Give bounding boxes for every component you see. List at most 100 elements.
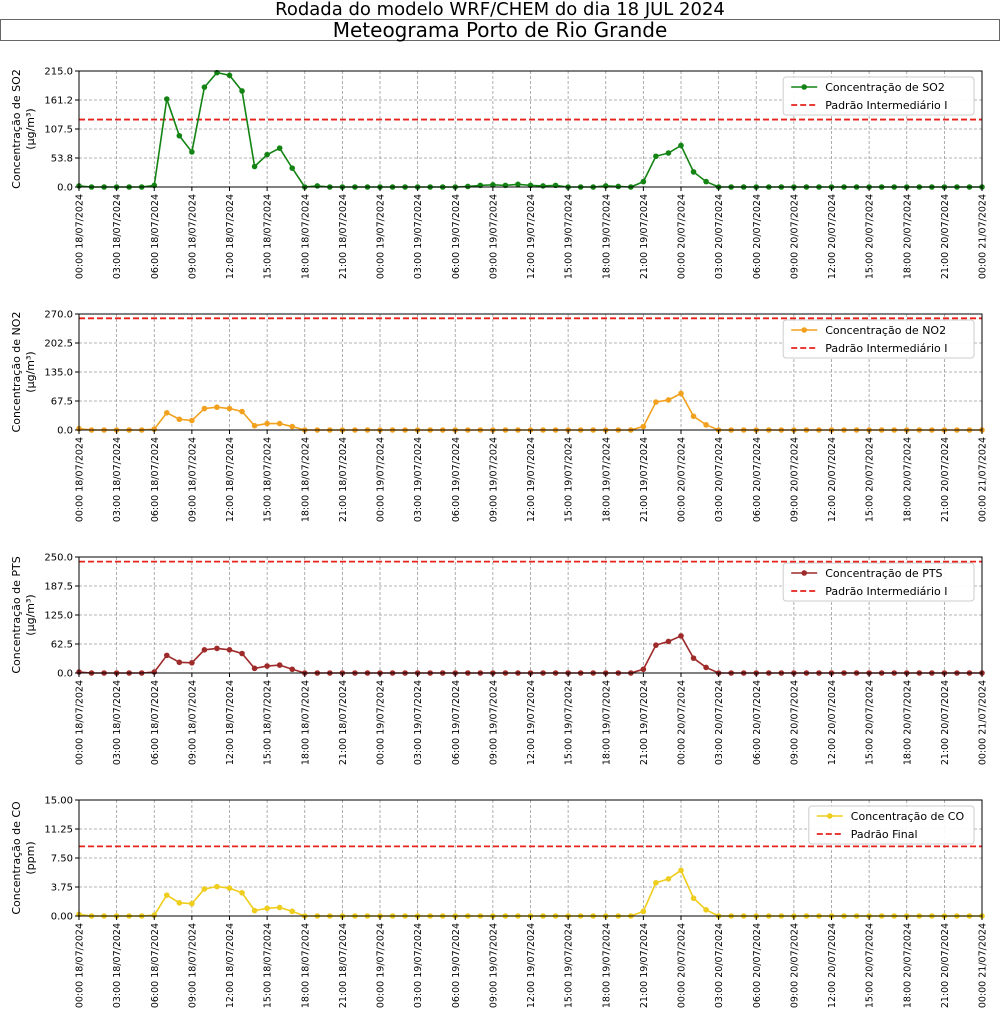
y-axis-label: Concentração de NO2 [10,312,23,433]
x-tick-label: 21:00 18/07/2024 [338,194,349,279]
x-tick-label: 06:00 18/07/2024 [150,680,161,765]
x-tick-label: 18:00 18/07/2024 [300,680,311,765]
legend-marker [827,813,833,819]
data-point [276,420,283,427]
legend-box [782,76,975,116]
legend-box [782,562,975,602]
y-tick-label: 53.8 [51,154,73,165]
x-tick-label: 03:00 18/07/2024 [112,680,123,765]
x-tick-label: 03:00 19/07/2024 [413,923,424,1008]
x-tick-label: 18:00 19/07/2024 [601,437,612,522]
y-axis-label: Concentração de CO [10,801,23,915]
x-tick-label: 15:00 20/07/2024 [865,923,876,1008]
x-tick-label: 00:00 21/07/2024 [978,923,989,1008]
data-point [678,633,684,639]
x-tick-label: 09:00 20/07/2024 [789,923,800,1008]
x-tick-label: 03:00 18/07/2024 [112,923,123,1008]
data-point [189,149,195,155]
legend-box [808,805,975,845]
data-point [226,885,233,891]
x-tick-label: 18:00 19/07/2024 [601,923,612,1008]
data-point [251,665,258,672]
y-axis-unit: (µg/m³) [24,594,37,635]
x-tick-label: 09:00 19/07/2024 [488,437,499,522]
x-tick-label: 06:00 20/07/2024 [752,923,763,1008]
data-point [665,150,672,156]
x-tick-label: 21:00 20/07/2024 [940,437,951,522]
y-tick-label: 161.2 [44,96,73,107]
data-point [665,397,672,403]
data-point [176,900,183,906]
y-tick-label: 0.0 [57,669,73,680]
x-tick-label: 12:00 20/07/2024 [827,923,838,1008]
data-point [678,142,684,149]
x-tick-label: 06:00 18/07/2024 [150,437,161,522]
x-tick-label: 18:00 20/07/2024 [902,680,913,765]
x-tick-label: 09:00 18/07/2024 [187,437,198,522]
data-point [251,422,258,429]
data-point [201,84,208,90]
x-tick-label: 06:00 18/07/2024 [150,194,161,279]
y-tick-label: 15.00 [44,796,73,807]
x-tick-label: 21:00 19/07/2024 [639,923,650,1008]
data-point [653,879,659,886]
panel-no2: 0.0 67.5 135.0 202.5 270.0 00:00 18/07/2024 03… [10,310,989,523]
legend-marker [801,570,807,576]
data-point [264,663,270,669]
legend-label: Padrão Intermediário I [825,342,947,355]
x-tick-label: 06:00 18/07/2024 [150,923,161,1008]
data-point [214,883,220,890]
x-tick-label: 00:00 21/07/2024 [978,194,989,279]
x-tick-label: 12:00 18/07/2024 [225,923,236,1008]
x-tick-label: 21:00 20/07/2024 [940,194,951,279]
x-tick-label: 06:00 20/07/2024 [752,437,763,522]
y-axis-unit: (ppm) [24,841,37,874]
x-tick-label: 03:00 18/07/2024 [112,437,123,522]
data-point [163,410,170,416]
x-tick-label: 15:00 20/07/2024 [865,194,876,279]
data-point [653,642,659,648]
x-tick-label: 00:00 20/07/2024 [677,680,688,765]
x-tick-label: 03:00 20/07/2024 [714,680,725,765]
data-point [703,178,709,185]
data-point [163,96,170,102]
legend-label: Concentração de SO2 [825,81,945,94]
y-tick-label: 107.5 [44,125,73,136]
data-point [226,405,233,412]
legend: Concentração de NO2 Padrão Intermediário … [782,319,975,359]
data-point [201,405,208,412]
x-tick-label: 12:00 18/07/2024 [225,194,236,279]
x-tick-label: 18:00 20/07/2024 [902,923,913,1008]
data-point [640,908,647,915]
legend-label: Padrão Intermediário I [825,99,947,112]
data-point [264,420,270,427]
x-tick-label: 21:00 19/07/2024 [639,680,650,765]
x-tick-label: 09:00 20/07/2024 [789,437,800,522]
x-tick-label: 03:00 18/07/2024 [112,194,123,279]
y-tick-label: 11.25 [44,825,73,836]
x-tick-label: 00:00 20/07/2024 [677,923,688,1008]
y-tick-label: 250.0 [44,553,73,564]
y-tick-label: 270.0 [44,310,73,321]
x-tick-label: 09:00 19/07/2024 [488,923,499,1008]
x-tick-label: 00:00 21/07/2024 [978,680,989,765]
x-tick-label: 15:00 19/07/2024 [564,923,575,1008]
x-tick-label: 00:00 18/07/2024 [75,680,86,765]
x-tick-label: 09:00 18/07/2024 [187,923,198,1008]
y-tick-label: 187.5 [44,582,73,593]
y-tick-label: 67.5 [51,397,73,408]
x-tick-label: 15:00 18/07/2024 [263,923,274,1008]
legend-label: Concentração de PTS [825,567,942,580]
x-tick-label: 09:00 20/07/2024 [789,194,800,279]
x-tick-label: 09:00 19/07/2024 [488,194,499,279]
data-point [151,912,158,919]
data-point [515,181,521,188]
panel-co: 0.00 3.75 7.50 11.25 15.00 00:00 18/07/2024 03… [10,796,989,1009]
x-tick-label: 00:00 19/07/2024 [376,680,387,765]
x-tick-label: 15:00 19/07/2024 [564,680,575,765]
legend-label: Concentração de NO2 [825,324,946,337]
data-point [201,886,208,892]
legend-marker [801,327,807,333]
data-point [289,165,296,171]
